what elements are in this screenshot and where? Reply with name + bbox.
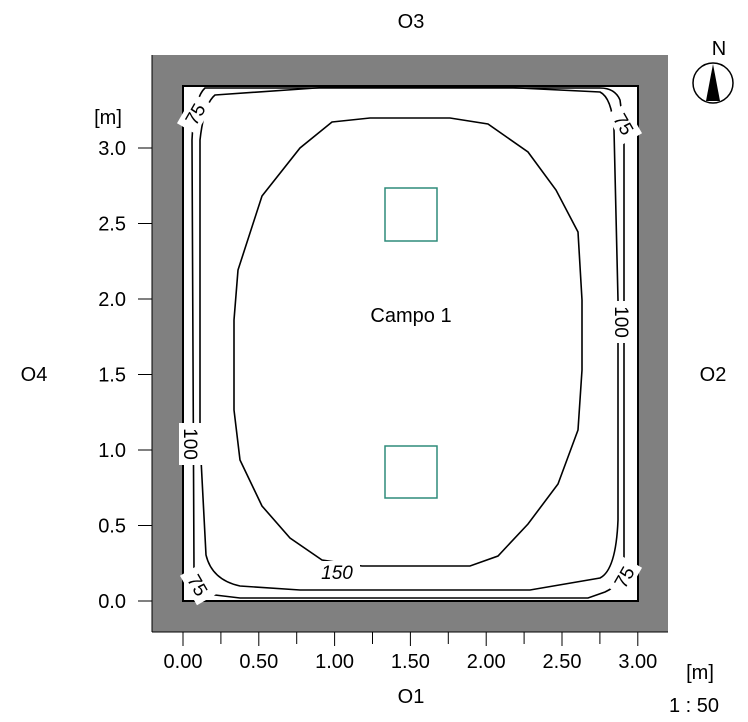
svg-text:100: 100: [179, 428, 200, 460]
isoline-label-150: 150: [314, 561, 360, 584]
isoline-label-75-bottom-left: 75: [179, 564, 217, 606]
luminaire-top: [384, 187, 438, 242]
y-tick-label: 0.5: [98, 516, 126, 538]
x-tick-label: 0.50: [239, 651, 278, 673]
isoline-150: [233, 117, 583, 567]
isoline-label-100-left: 100: [179, 423, 203, 465]
axis-ticks: 0.00 0.50 1.00 1.50 2.00 2.50 3.00 0.0 0.5 1.0 1.5…: [98, 138, 657, 673]
orientation-right: O2: [700, 364, 727, 386]
svg-text:100: 100: [610, 306, 631, 338]
orientation-left: O4: [21, 364, 48, 386]
y-axis-unit: [m]: [94, 107, 122, 129]
isoline-100: [199, 86, 619, 591]
room-floor: [182, 85, 639, 602]
y-tick-label: 1.5: [98, 365, 126, 387]
orientation-top: O3: [398, 11, 425, 33]
x-axis-unit: [m]: [686, 662, 714, 684]
orientation-bottom: O1: [398, 686, 425, 708]
compass-north-icon: N: [692, 38, 734, 104]
x-tick-label: 1.50: [391, 651, 430, 673]
x-tick-label: 0.00: [164, 651, 203, 673]
x-tick-label: 2.50: [543, 651, 582, 673]
x-tick-label: 2.00: [467, 651, 506, 673]
luminaire-bottom: [384, 445, 438, 499]
y-tick-label: 2.0: [98, 289, 126, 311]
svg-text:150: 150: [321, 563, 353, 584]
room-label: Campo 1: [370, 305, 451, 327]
svg-text:N: N: [712, 38, 726, 60]
y-tick-label: 2.5: [98, 214, 126, 236]
y-tick-label: 3.0: [98, 138, 126, 160]
x-tick-label: 1.00: [315, 651, 354, 673]
scale-label: 1 : 50: [669, 695, 719, 717]
x-tick-label: 3.00: [618, 651, 657, 673]
y-tick-label: 0.0: [98, 591, 126, 613]
isoline-label-100-right: 100: [610, 301, 634, 343]
y-tick-label: 1.0: [98, 440, 126, 462]
